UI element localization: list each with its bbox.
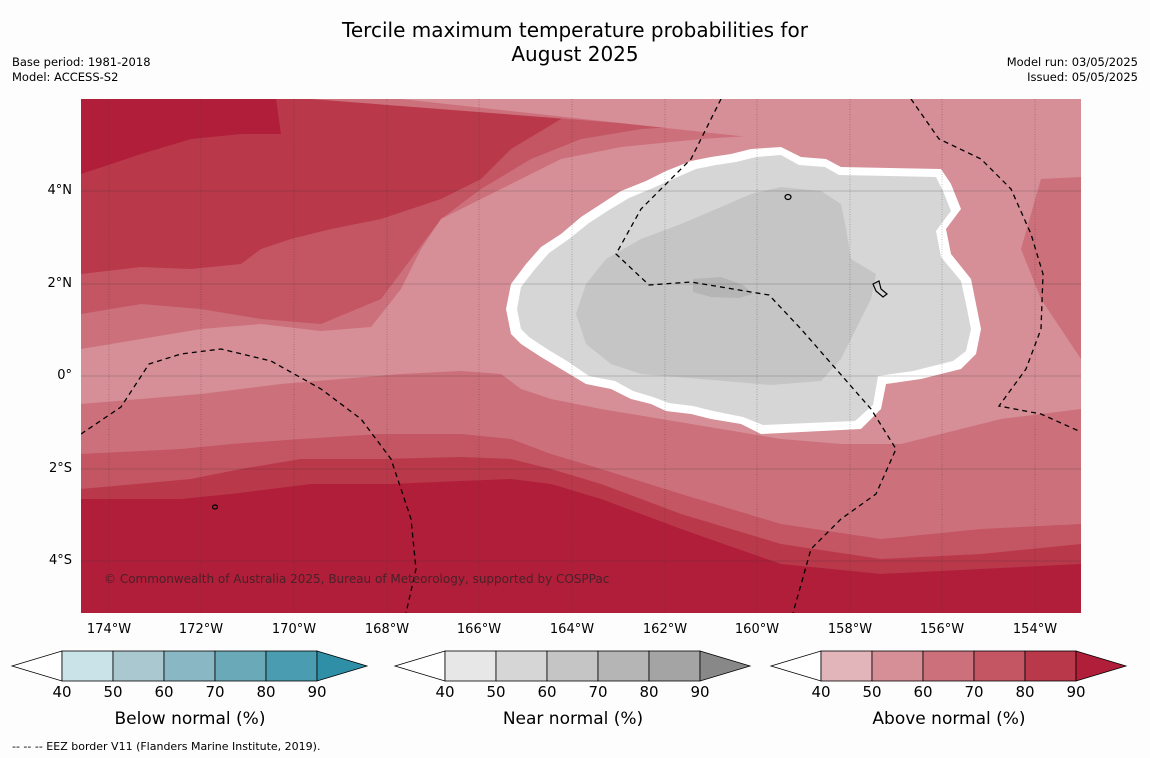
cbar-near-seg-3 [546, 650, 599, 682]
lon-tick-158w: 158°W [827, 622, 873, 637]
cbar-near-seg-1 [444, 650, 497, 682]
cbar-above-tick: 50 [862, 683, 882, 701]
lat-tick-2s: 2°S [48, 461, 72, 476]
title-line-1: Tercile maximum temperature probabilitie… [342, 18, 808, 42]
cbar-near-seg-2 [495, 650, 548, 682]
cbar-near-label: Near normal (%) [502, 709, 644, 729]
lat-tick-0: 0° [57, 368, 72, 383]
cbar-below-label: Below normal (%) [114, 709, 266, 729]
cbar-near-over [699, 650, 752, 682]
cbar-below-over [316, 650, 369, 682]
lat-tick-2n: 2°N [47, 276, 73, 291]
islands [211, 193, 888, 510]
colorbar-near [393, 650, 752, 682]
meta-left: Base period: 1981-2018 Model: ACCESS-S2 [12, 55, 151, 85]
cbar-above-tick: 70 [964, 683, 984, 701]
cbar-above-tick: 90 [1066, 683, 1086, 701]
cbar-below-tick: 40 [52, 683, 72, 701]
cbar-below-tick: 50 [103, 683, 123, 701]
base-period: Base period: 1981-2018 [12, 55, 151, 69]
cbar-below-tick: 90 [307, 683, 327, 701]
colorbar-above [769, 650, 1128, 682]
title-line-2: August 2025 [511, 42, 639, 66]
colorbar-below [10, 650, 369, 682]
eez-borders [81, 99, 1081, 613]
cbar-above-under [769, 650, 822, 682]
cbar-above-over [1075, 650, 1128, 682]
cbar-above-seg-5 [1024, 650, 1077, 682]
lon-tick-170w: 170°W [271, 622, 317, 637]
issued-date: Issued: 05/05/2025 [1027, 70, 1138, 84]
cbar-above-seg-4 [973, 650, 1026, 682]
cbar-above-seg-1 [820, 650, 873, 682]
lon-tick-166w: 166°W [456, 622, 502, 637]
model-run: Model run: 03/05/2025 [1006, 55, 1138, 69]
cbar-above-seg-3 [922, 650, 975, 682]
cbar-below-tick: 80 [256, 683, 276, 701]
cbar-near-tick: 60 [537, 683, 557, 701]
copyright-notice: © Commonwealth of Australia 2025, Bureau… [104, 572, 610, 586]
meridians [108, 99, 1036, 613]
cbar-near-tick: 80 [639, 683, 659, 701]
chart-title: Tercile maximum temperature probabilitie… [0, 18, 1150, 66]
cbar-near-tick: 90 [690, 683, 710, 701]
cbar-near-tick: 50 [486, 683, 506, 701]
meta-right: Model run: 03/05/2025 Issued: 05/05/2025 [1007, 55, 1138, 85]
lon-tick-160w: 160°W [734, 622, 780, 637]
colorbars-svg [10, 650, 1128, 682]
cbar-above-tick: 40 [811, 683, 831, 701]
cbar-below-tick: 70 [205, 683, 225, 701]
lon-tick-174w: 174°W [86, 622, 132, 637]
cbar-above-seg-2 [871, 650, 924, 682]
lon-tick-162w: 162°W [642, 622, 688, 637]
cbar-above-tick: 60 [913, 683, 933, 701]
cbar-below-seg-5 [265, 650, 318, 682]
probability-map [81, 99, 1081, 613]
cbar-near-seg-5 [648, 650, 701, 682]
model-name: Model: ACCESS-S2 [12, 70, 119, 84]
cbar-below-under [10, 650, 63, 682]
lon-tick-154w: 154°W [1012, 622, 1058, 637]
lon-tick-172w: 172°W [178, 622, 224, 637]
cbar-near-tick: 70 [588, 683, 608, 701]
cbar-near-tick: 40 [435, 683, 455, 701]
lat-tick-4s: 4°S [48, 553, 72, 568]
cbar-near-under [393, 650, 446, 682]
lon-tick-168w: 168°W [364, 622, 410, 637]
gridlines [81, 190, 1081, 562]
cbar-above-label: Above normal (%) [872, 709, 1026, 729]
cbar-below-seg-2 [112, 650, 165, 682]
cbar-above-tick: 80 [1015, 683, 1035, 701]
map-svg [81, 99, 1081, 613]
cbar-below-seg-4 [214, 650, 267, 682]
cbar-below-seg-1 [61, 650, 114, 682]
cbar-below-tick: 60 [154, 683, 174, 701]
cbar-near-seg-4 [597, 650, 650, 682]
cbar-below-seg-3 [163, 650, 216, 682]
lat-tick-4n: 4°N [47, 183, 73, 198]
eez-footnote: -- -- -- EEZ border V11 (Flanders Marine… [12, 740, 321, 753]
lon-tick-164w: 164°W [549, 622, 595, 637]
lon-tick-156w: 156°W [919, 622, 965, 637]
